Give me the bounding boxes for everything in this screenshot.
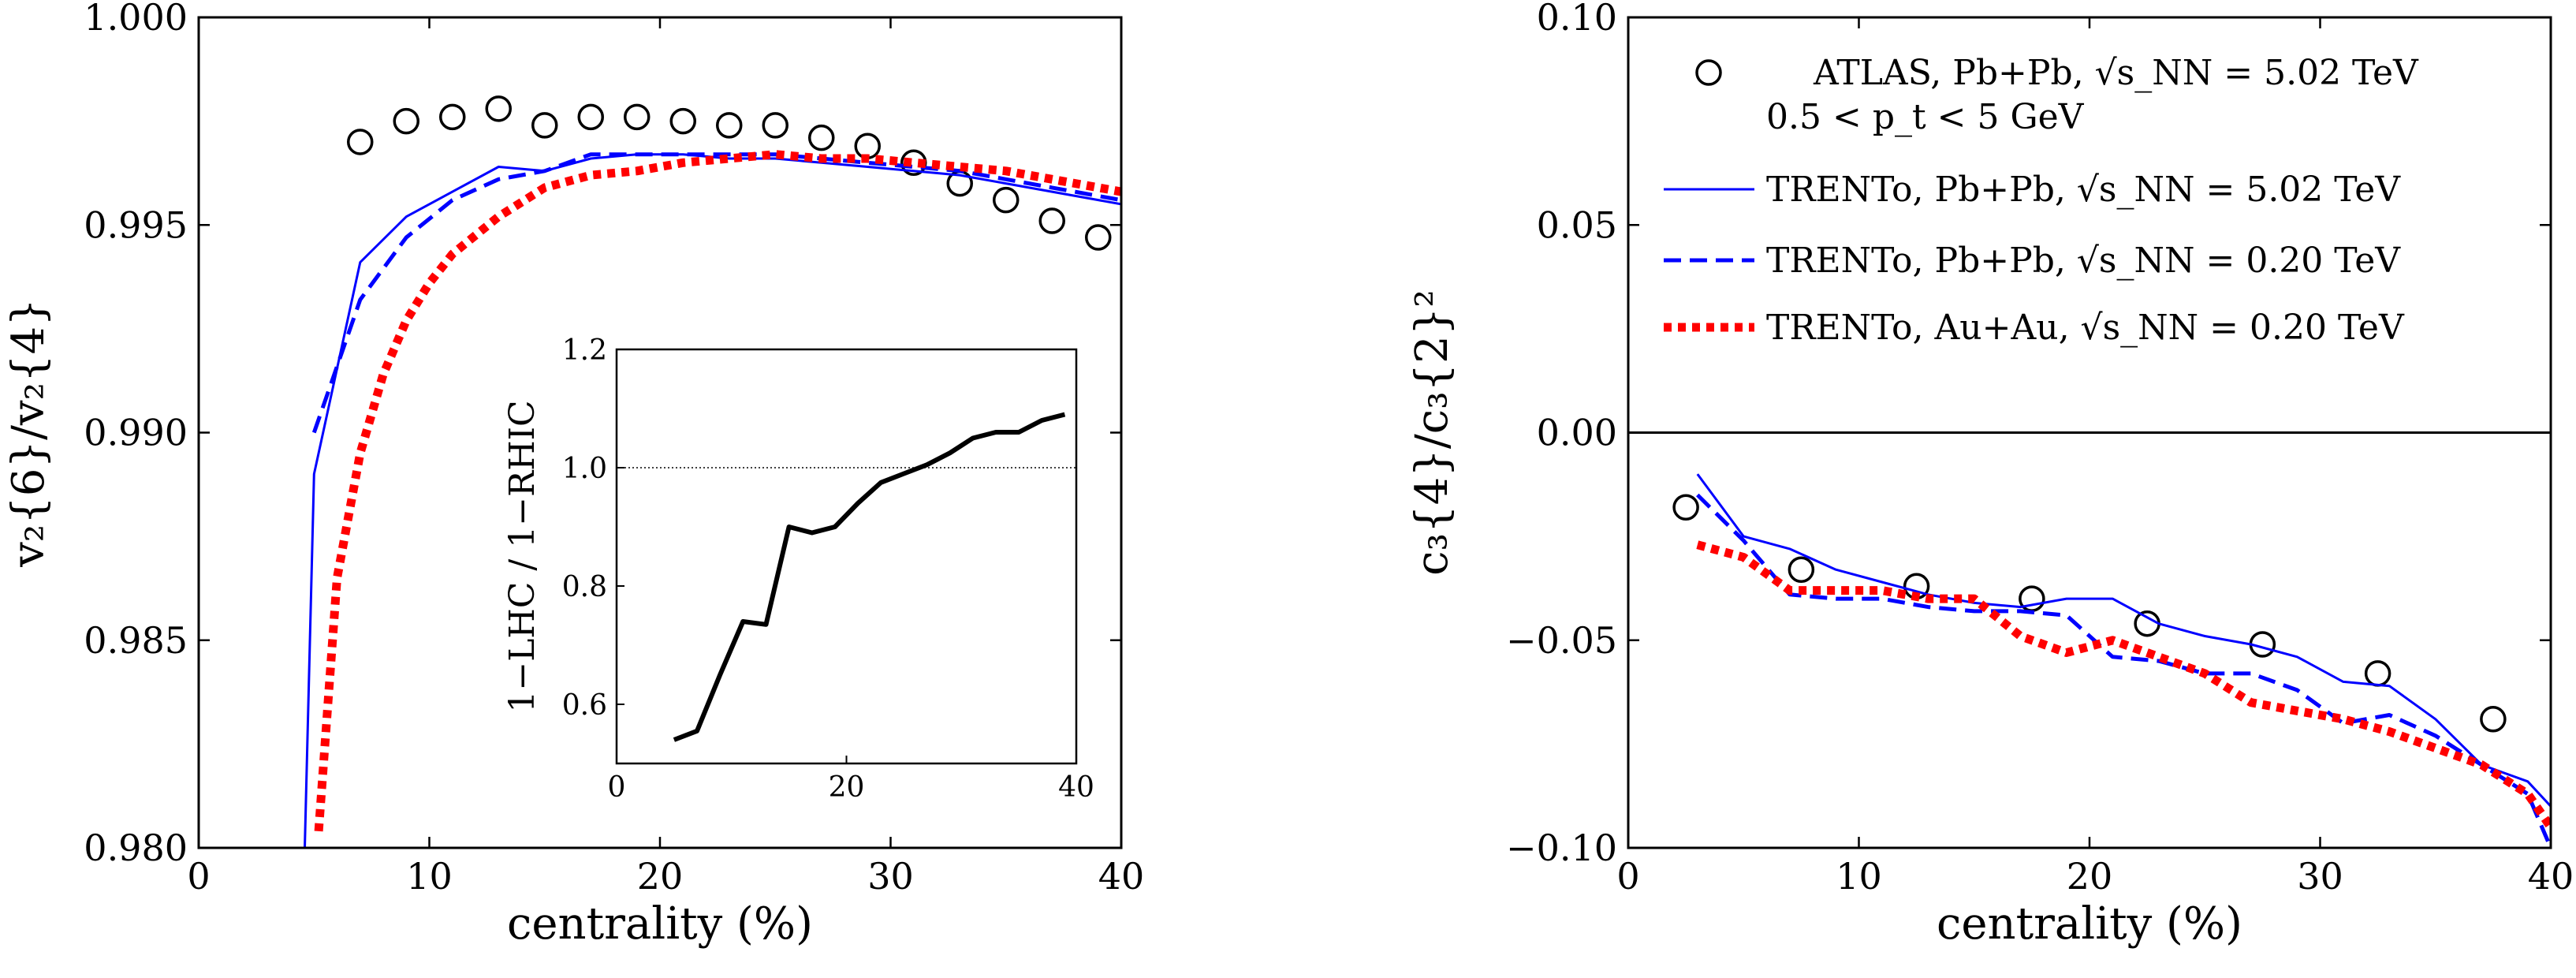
right-trento_auau-line (1696, 540, 2551, 830)
left-atlas-point (808, 124, 835, 151)
left-xtick-label: 10 (406, 855, 453, 898)
legend-atlas-marker (1695, 59, 1722, 86)
inset-xtick-label: 20 (829, 771, 865, 804)
inset-ratio-line (673, 412, 1066, 742)
left-ylabel: v₂{6}/v₂{4} (3, 298, 54, 568)
legend-label: ATLAS, Pb+Pb, √s_NN = 5.02 TeV (1813, 53, 2419, 93)
right-xtick-label: 20 (2067, 855, 2113, 898)
inset-ytick-label: 1.0 (562, 453, 607, 485)
right-atlas-point (2134, 610, 2160, 637)
inset-ytick-label: 0.8 (562, 571, 607, 603)
left-atlas-point (485, 95, 512, 122)
left-trento_pbpb_rhic-line (311, 152, 1121, 434)
right-xtick-label: 30 (2297, 855, 2343, 898)
left-trento_auau-line (314, 150, 1121, 832)
left-atlas-point (577, 103, 604, 131)
right-plot-area (1672, 473, 2551, 848)
left-atlas-point (1038, 207, 1065, 234)
inset-xtick-label: 40 (1058, 771, 1094, 804)
inset-ylabel: 1−LHC / 1−RHIC (502, 400, 542, 712)
left-ytick-label: 0.980 (84, 827, 188, 869)
left-atlas-point (669, 107, 696, 135)
left-ytick-label: 0.985 (84, 619, 188, 662)
right-panel: 0 10 20 30 40 −0.10 −0.05 0.00 0.05 0.10 centralit… (1407, 0, 2574, 950)
left-xtick-label: 40 (1098, 855, 1145, 898)
right-xlabel: centrality (%) (1937, 898, 2242, 950)
inset-ytick-label: 1.2 (562, 334, 607, 367)
right-atlas-point (2480, 706, 2507, 733)
right-atlas-point (1788, 556, 1815, 583)
right-xtick-label: 0 (1616, 855, 1639, 898)
right-ylabel: c₃{4}/c₃{2}² (1407, 289, 1458, 576)
left-atlas-point (347, 129, 374, 155)
legend-label: TRENTo, Pb+Pb, √s_NN = 0.20 TeV (1766, 241, 2401, 281)
right-ytick-label: −0.05 (1506, 619, 1617, 662)
left-xtick-label: 20 (637, 855, 684, 898)
left-plot-area (304, 95, 1121, 848)
right-trento_lhc-line (1696, 473, 2551, 808)
left-xlabel: centrality (%) (507, 898, 813, 950)
right-ytick-label: −0.10 (1506, 827, 1617, 869)
right-ytick-label: 0.00 (1537, 412, 1617, 454)
left-atlas-point (624, 103, 651, 131)
left-atlas-point (762, 112, 788, 139)
legend-label: TRENTo, Au+Au, √s_NN = 0.20 TeV (1766, 308, 2405, 348)
right-ytick-label: 0.05 (1537, 203, 1617, 246)
left-atlas-point (531, 112, 558, 139)
inset-ytick-label: 0.6 (562, 689, 607, 722)
left-panel: 0 10 20 30 40 0.980 0.985 0.990 0.995 1.000 centra… (3, 0, 1144, 950)
right-trento_pbpb_rhic-line (1696, 493, 2551, 848)
left-atlas-point (393, 107, 419, 135)
right-atlas-point (2364, 660, 2391, 687)
legend-label-line2: 0.5 < p_t < 5 GeV (1766, 97, 2085, 137)
right-xtick-label: 10 (1836, 855, 1882, 898)
legend-label: TRENTo, Pb+Pb, √s_NN = 5.02 TeV (1766, 170, 2401, 210)
left-atlas-point (439, 103, 466, 131)
left-atlas-point (716, 112, 743, 139)
inset-xtick-label: 0 (608, 771, 626, 804)
left-atlas-point (993, 186, 1020, 214)
left-xtick-label: 0 (187, 855, 210, 898)
left-ytick-label: 0.990 (84, 412, 188, 454)
left-atlas-point (1085, 224, 1112, 251)
left-xtick-label: 30 (867, 855, 914, 898)
right-xtick-label: 40 (2528, 855, 2574, 898)
right-atlas-point (1672, 494, 1699, 521)
left-ytick-label: 1.000 (84, 0, 188, 39)
left-trento_lhc-line (304, 153, 1121, 848)
inset-frame (615, 348, 1078, 765)
right-ytick-label: 0.10 (1537, 0, 1617, 39)
left-ytick-label: 0.995 (84, 203, 188, 246)
